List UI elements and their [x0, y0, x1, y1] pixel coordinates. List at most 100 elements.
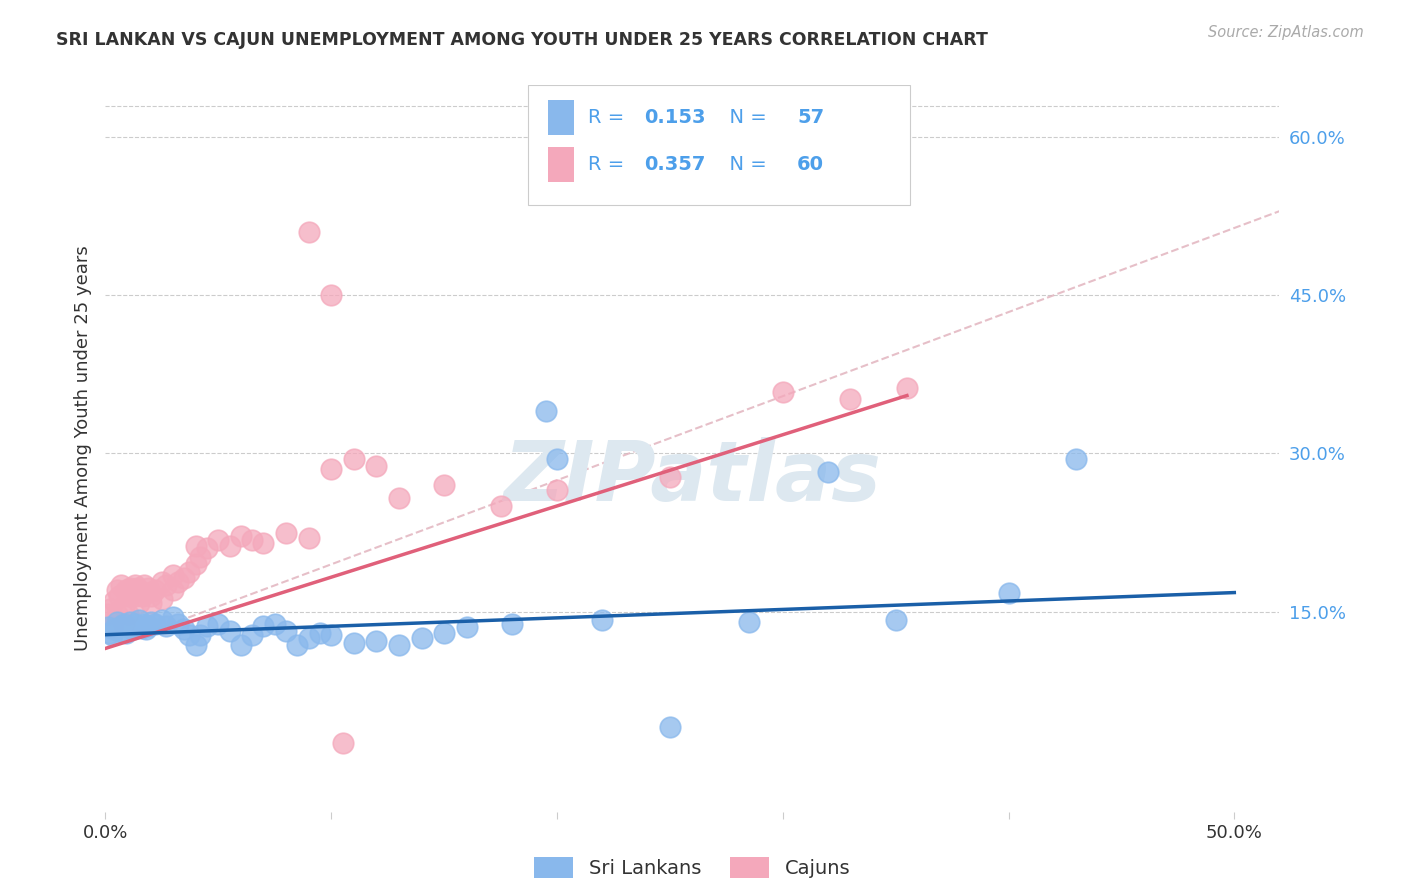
Point [388, 638, 411, 652]
Point [343, 451, 366, 466]
Point [546, 483, 568, 498]
Point [321, 628, 343, 642]
Point [738, 615, 761, 629]
Point [112, 617, 135, 632]
Point [117, 589, 139, 603]
Point [321, 462, 343, 476]
Text: R =: R = [588, 155, 630, 174]
Point [138, 619, 160, 633]
Point [188, 628, 211, 642]
Point [117, 620, 139, 634]
Point [274, 525, 297, 540]
Point [207, 617, 229, 632]
Point [218, 624, 240, 638]
Point [110, 578, 132, 592]
Point [121, 623, 143, 637]
Point [274, 624, 297, 638]
Point [411, 631, 433, 645]
Point [534, 404, 557, 418]
Point [103, 623, 125, 637]
Point [135, 623, 157, 637]
Point [128, 596, 150, 610]
Point [155, 619, 177, 633]
Point [139, 589, 162, 603]
Point [98, 625, 121, 640]
Point [103, 594, 125, 608]
Point [132, 578, 155, 592]
Point [120, 582, 142, 596]
Point [138, 582, 160, 596]
Point [298, 225, 321, 239]
Point [263, 617, 285, 632]
Point [124, 617, 146, 632]
Point [240, 533, 263, 547]
Point [658, 469, 681, 483]
Point [177, 628, 200, 642]
Point [285, 638, 308, 652]
Point [124, 589, 146, 603]
Point [433, 478, 456, 492]
Point [546, 451, 568, 466]
Text: ZIPatlas: ZIPatlas [503, 437, 882, 518]
Point [343, 636, 366, 650]
Point [195, 619, 218, 633]
Point [252, 536, 274, 550]
Point [218, 539, 240, 553]
Point [366, 459, 388, 474]
Point [184, 539, 207, 553]
Point [125, 582, 148, 596]
FancyBboxPatch shape [529, 85, 910, 204]
Point [105, 607, 128, 621]
Point [150, 575, 173, 590]
Point [143, 617, 166, 632]
Point [131, 621, 153, 635]
Point [997, 585, 1019, 599]
Point [184, 638, 207, 652]
Legend: Sri Lankans, Cajuns: Sri Lankans, Cajuns [527, 849, 858, 886]
Point [97, 607, 120, 621]
Y-axis label: Unemployment Among Youth under 25 years: Unemployment Among Youth under 25 years [73, 245, 91, 651]
Point [101, 628, 124, 642]
Point [896, 381, 918, 395]
Bar [548, 147, 574, 182]
Point [433, 625, 456, 640]
Point [207, 533, 229, 547]
Point [132, 617, 155, 632]
Point [456, 620, 478, 634]
Point [112, 617, 135, 632]
Point [143, 583, 166, 598]
Text: SRI LANKAN VS CAJUN UNEMPLOYMENT AMONG YOUTH UNDER 25 YEARS CORRELATION CHART: SRI LANKAN VS CAJUN UNEMPLOYMENT AMONG Y… [56, 31, 988, 49]
Point [131, 589, 153, 603]
Text: R =: R = [588, 108, 630, 127]
Point [884, 613, 907, 627]
Text: 57: 57 [797, 108, 824, 127]
Point [162, 583, 184, 598]
Point [173, 571, 195, 585]
Point [162, 567, 184, 582]
Point [150, 613, 173, 627]
Point [135, 585, 157, 599]
Text: Source: ZipAtlas.com: Source: ZipAtlas.com [1208, 25, 1364, 40]
Point [817, 466, 839, 480]
Point [105, 583, 128, 598]
Point [155, 578, 177, 592]
Point [166, 617, 188, 632]
Point [173, 623, 195, 637]
Point [489, 499, 512, 513]
Point [177, 565, 200, 579]
Point [125, 619, 148, 633]
Bar [548, 100, 574, 135]
Point [120, 615, 142, 629]
Point [128, 613, 150, 627]
Point [110, 619, 132, 633]
Point [139, 615, 162, 629]
Point [121, 585, 143, 599]
Point [139, 596, 162, 610]
Text: 60: 60 [797, 155, 824, 174]
Point [195, 541, 218, 556]
Point [101, 620, 124, 634]
Point [114, 583, 136, 598]
Point [124, 578, 146, 592]
Point [114, 625, 136, 640]
Point [366, 634, 388, 648]
